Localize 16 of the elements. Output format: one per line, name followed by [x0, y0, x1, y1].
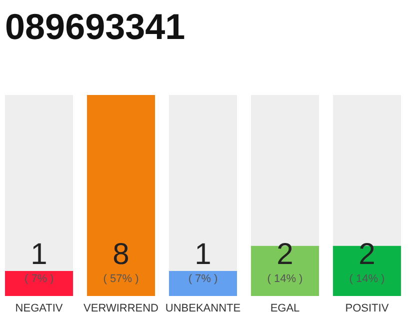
chart-title: 089693341 — [5, 6, 186, 47]
annotation: ( 7% ) — [188, 273, 218, 285]
x-tick-label: VERWIRREND — [84, 302, 159, 314]
data-label: 1 — [30, 238, 48, 271]
data-label: 2 — [276, 238, 294, 271]
data-label: 8 — [112, 238, 130, 271]
annotation: ( 57% ) — [103, 273, 139, 285]
data-label: 1 — [194, 238, 212, 271]
x-tick-label: EGAL — [270, 302, 300, 314]
annotation: ( 14% ) — [349, 273, 385, 285]
annotation: ( 14% ) — [267, 273, 303, 285]
data-label: 2 — [358, 238, 376, 271]
x-tick-label: NEGATIV — [15, 302, 64, 314]
x-tick-label: UNBEKANNTE — [165, 302, 241, 314]
x-tick-label: POSITIV — [345, 302, 390, 314]
annotation: ( 7% ) — [24, 273, 54, 285]
